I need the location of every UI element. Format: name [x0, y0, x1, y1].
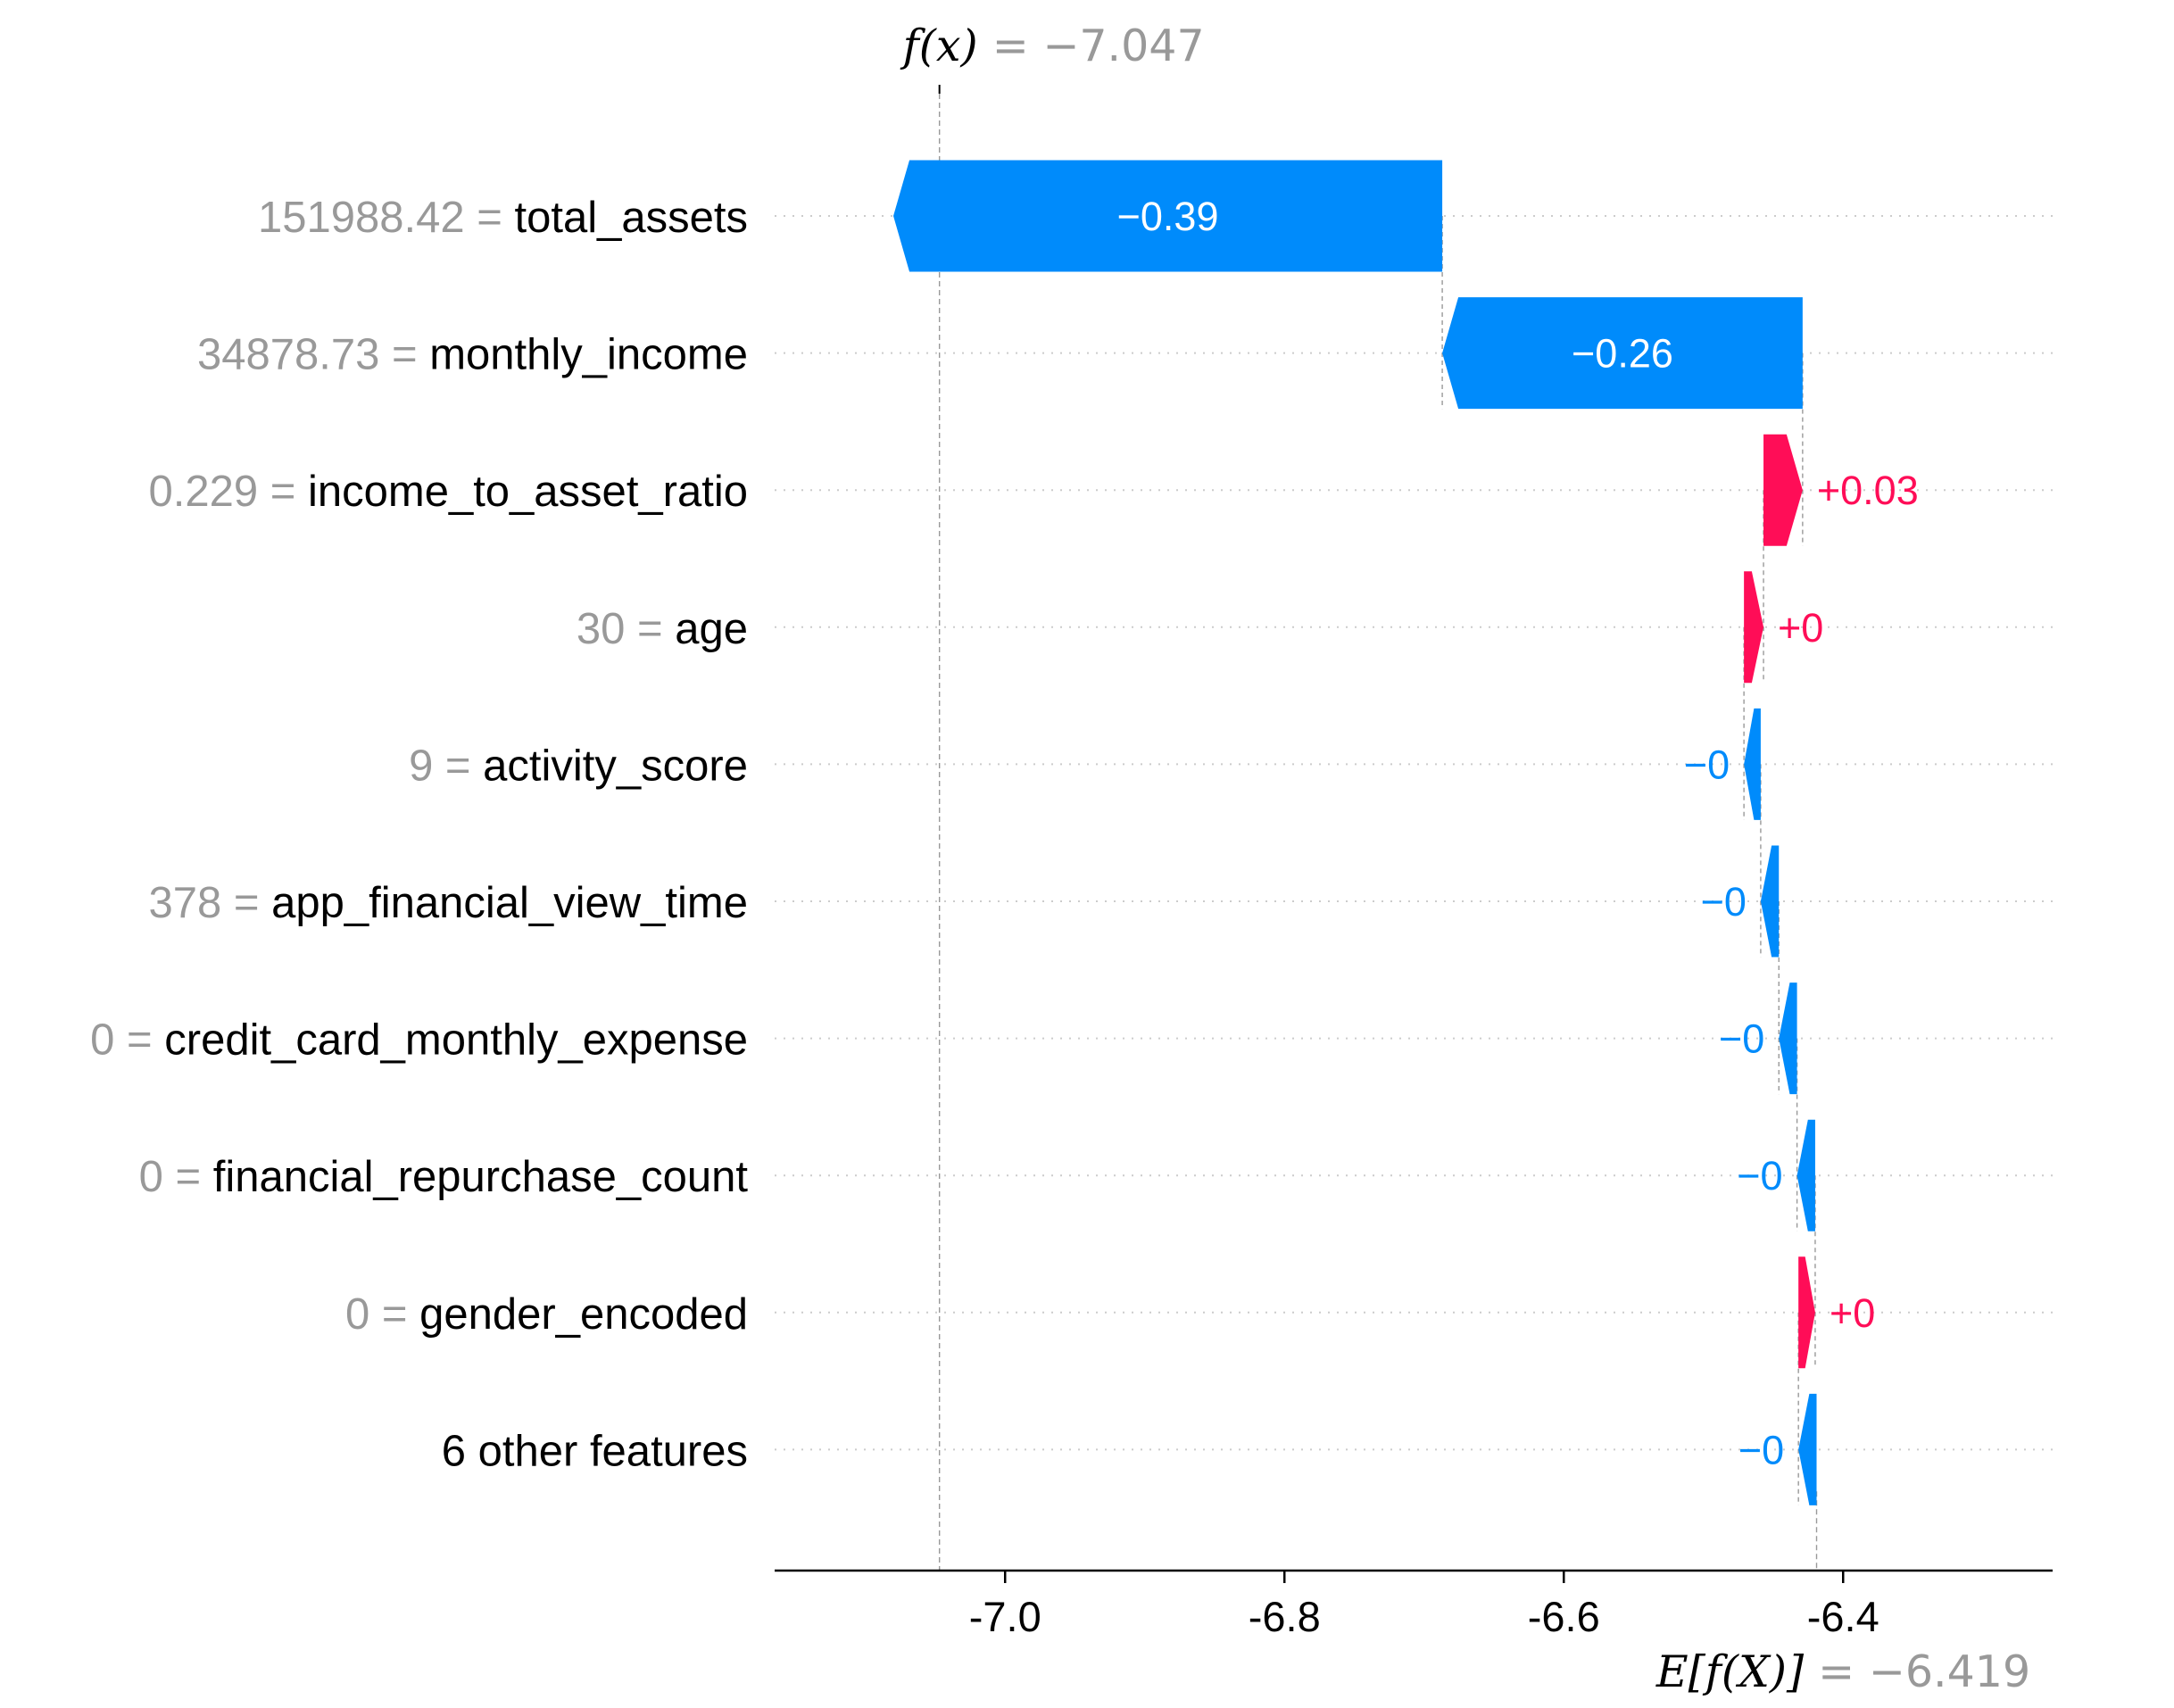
x-axis: -7.0 -6.8 -6.6 -6.4	[775, 1569, 2053, 1640]
waterfall-bar	[1760, 845, 1780, 958]
shap-value-label: −0	[1719, 1016, 1764, 1062]
feature-name: credit_card_monthly_expense	[164, 1016, 748, 1065]
x-tick-label: -7.0	[969, 1593, 1041, 1640]
feature-label: 378 = app_financial_view_time	[149, 879, 749, 927]
waterfall-bar	[1779, 983, 1797, 1095]
x-tick-label: -6.8	[1249, 1593, 1321, 1640]
shap-value-label: −0	[1738, 1427, 1784, 1472]
contribution-bars: −0.39 −0.26 +0.03 +0 −0 −0 −0 −0 +0 −0	[893, 160, 1919, 1505]
efx-annotation: E[f(X)] = −6.419	[1655, 1646, 2030, 1697]
efx-symbol: E[f(X)]	[1655, 1646, 1805, 1697]
feature-value: 0.229 =	[149, 468, 308, 516]
feature-value: 9 =	[409, 742, 483, 790]
waterfall-bar	[1798, 1393, 1817, 1505]
fx-value: = −7.047	[992, 21, 1205, 71]
waterfall-bar	[1798, 1256, 1815, 1369]
efx-value: = −6.419	[1818, 1646, 2030, 1697]
waterfall-bar	[1796, 1119, 1815, 1231]
feature-value: 378 =	[149, 879, 272, 927]
feature-name: age	[675, 605, 748, 653]
x-tick-label: -6.4	[1807, 1593, 1879, 1640]
feature-label: 151988.42 = total_assets	[258, 194, 748, 242]
feature-label: 0 = financial_repurchase_count	[139, 1153, 749, 1201]
shap-value-label: −0.39	[1117, 194, 1219, 239]
waterfall-bar	[1744, 708, 1761, 820]
feature-name: app_financial_view_time	[271, 879, 748, 927]
fx-symbol: f(x)	[900, 21, 978, 71]
shap-value-label: −0.26	[1572, 331, 1673, 377]
feature-name: 6 other features	[442, 1427, 748, 1475]
waterfall-bar	[893, 160, 1443, 272]
feature-name: financial_repurchase_count	[213, 1153, 749, 1201]
feature-label: 0 = gender_encoded	[345, 1290, 748, 1339]
x-tick-label: -6.6	[1528, 1593, 1600, 1640]
feature-value: 0 =	[90, 1016, 164, 1065]
feature-label: 0.229 = income_to_asset_ratio	[149, 468, 748, 516]
feature-name: activity_score	[483, 742, 748, 790]
feature-value: 34878.73 =	[197, 331, 429, 379]
waterfall-bar	[1763, 434, 1803, 546]
feature-label: 34878.73 = monthly_income	[197, 331, 748, 379]
waterfall-bar	[1744, 571, 1764, 684]
feature-value: 151988.42 =	[258, 194, 514, 242]
feature-labels: 151988.42 = total_assets 34878.73 = month…	[90, 194, 748, 1475]
shap-value-label: −0	[1737, 1153, 1782, 1198]
shap-value-label: −0	[1684, 742, 1730, 787]
shap-value-label: +0.03	[1817, 468, 1919, 513]
feature-value: 0 =	[139, 1153, 213, 1201]
feature-label: 6 other features	[442, 1427, 748, 1475]
feature-value: 0 =	[345, 1290, 419, 1339]
feature-label: 0 = credit_card_monthly_expense	[90, 1016, 748, 1065]
feature-name: monthly_income	[429, 331, 748, 379]
feature-label: 30 = age	[577, 605, 748, 653]
shap-value-label: +0	[1778, 605, 1823, 651]
shap-value-label: +0	[1830, 1290, 1875, 1336]
fx-annotation: f(x) = −7.047	[900, 21, 1205, 71]
waterfall-bar	[1442, 297, 1803, 410]
row-gridlines	[775, 215, 2053, 1451]
feature-name: total_assets	[515, 194, 749, 242]
shap-value-label: −0	[1701, 879, 1747, 924]
feature-name: gender_encoded	[419, 1290, 748, 1339]
feature-label: 9 = activity_score	[409, 742, 748, 790]
feature-value: 30 =	[577, 605, 675, 653]
feature-name: income_to_asset_ratio	[308, 468, 748, 516]
